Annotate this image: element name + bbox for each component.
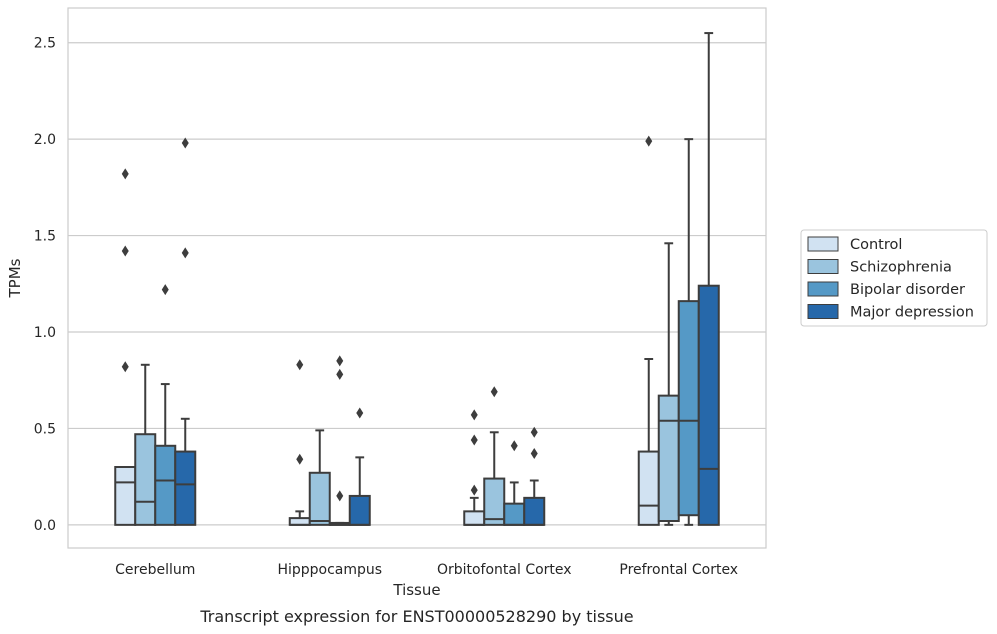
x-axis-label: Tissue (392, 581, 440, 599)
legend-label: Major depression (850, 305, 974, 321)
box-body (154, 444, 177, 526)
outlier-point (161, 284, 169, 296)
legend-label: Bipolar disorder (850, 282, 965, 298)
x-tick-labels: Cerebellum Hipppocampus Orbitofontal Corte… (115, 562, 738, 578)
box-mark (503, 440, 526, 526)
box-mark (308, 429, 331, 526)
outlier-point (510, 440, 518, 452)
box-body (677, 300, 700, 517)
box-body (523, 496, 546, 526)
legend-swatch (807, 304, 839, 319)
outlier-point (336, 368, 344, 380)
legend-label: Schizophrenia (850, 260, 952, 276)
legend-swatch (807, 281, 839, 297)
series-bipolar-disorder (154, 138, 700, 526)
legend-swatch (807, 259, 839, 274)
box-body (503, 502, 526, 526)
chart-caption: Transcript expression for ENST0000052829… (199, 607, 633, 626)
outlier-point (296, 453, 304, 465)
outlier-point (336, 490, 344, 502)
outlier-point (645, 135, 653, 147)
box-body (174, 450, 197, 526)
legend-swatch (807, 236, 839, 252)
box-mark (697, 32, 720, 526)
outlier-point (121, 361, 129, 373)
outlier-point (490, 386, 498, 398)
box-mark (677, 138, 700, 526)
y-tick-label: 0.0 (34, 518, 56, 534)
y-tick-label: 1.5 (34, 229, 56, 245)
y-tick-label: 0.5 (34, 421, 56, 437)
box-mark (523, 426, 546, 526)
series-control (114, 135, 660, 526)
outlier-point (530, 426, 538, 438)
legend-item: Major depression (807, 304, 974, 321)
box-body (288, 517, 311, 526)
box-body (483, 477, 506, 526)
box-mark (134, 363, 157, 526)
outlier-point (356, 407, 364, 419)
legend-frame (800, 229, 988, 327)
series-major-depression (174, 32, 720, 526)
outlier-point (336, 355, 344, 367)
box-mark (154, 284, 177, 526)
x-tick-label: Orbitofontal Cortex (437, 562, 572, 578)
x-tick-label: Hipppocampus (277, 562, 382, 578)
y-tick-label: 1.0 (34, 325, 56, 341)
plot-area-frame (67, 7, 767, 549)
box-body (657, 394, 680, 522)
box-body (308, 471, 331, 526)
box-body (637, 450, 660, 526)
y-tick-label: 2.0 (34, 132, 56, 148)
box-mark (174, 137, 197, 526)
box-mark (657, 242, 680, 526)
legend-label: Control (850, 237, 902, 253)
outlier-point (121, 245, 129, 257)
outlier-point (470, 434, 478, 446)
box-body (348, 494, 371, 526)
x-tick-label: Prefrontal Cortex (619, 562, 738, 578)
outlier-point (296, 359, 304, 371)
legend-items: Control Schizophrenia Bipolar disorder Majo… (807, 236, 974, 321)
box-series-layer (114, 32, 720, 526)
box-mark (483, 386, 506, 526)
y-axis-label: TPMs (6, 258, 24, 298)
outlier-point (530, 448, 538, 459)
legend-item: Bipolar disorder (807, 281, 965, 298)
outlier-point (181, 247, 189, 259)
box-body (463, 510, 486, 526)
x-tick-label: Cerebellum (115, 562, 195, 578)
y-tick-label: 2.5 (34, 36, 56, 52)
y-tick-labels: 0.0 0.5 1.0 1.5 2.0 2.5 (34, 36, 56, 534)
box-body (114, 466, 137, 526)
box-mark (348, 407, 371, 526)
box-mark (114, 168, 137, 526)
box-body (134, 433, 157, 526)
legend: Control Schizophrenia Bipolar disorder Majo… (800, 229, 988, 327)
outlier-point (470, 484, 478, 496)
outlier-point (121, 168, 129, 180)
series-schizophrenia (134, 242, 680, 526)
legend-item: Control (807, 236, 902, 253)
box-body (697, 284, 720, 526)
box-mark (463, 409, 486, 526)
legend-item: Schizophrenia (807, 259, 952, 276)
outlier-point (470, 409, 478, 421)
outlier-point (181, 137, 189, 149)
